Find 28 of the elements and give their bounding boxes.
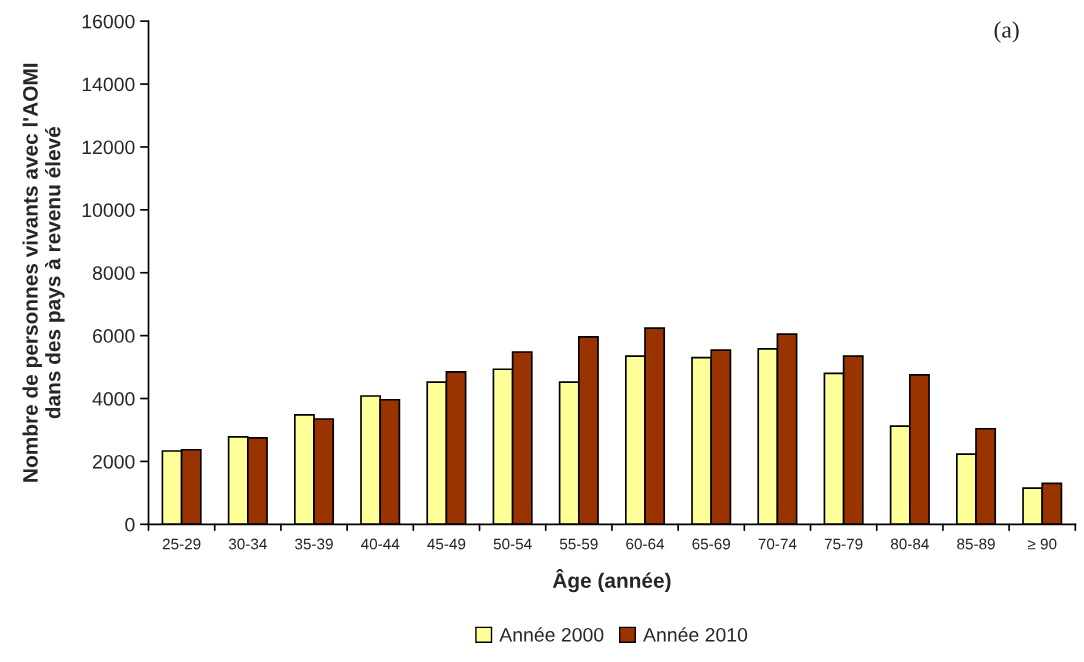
- y-tick-label: 10000: [82, 203, 135, 218]
- y-tick-label: 16000: [82, 14, 135, 29]
- y-axis-title: Nombre de personnes vivants avec l'AOMI dans des pays à revenu élevé: [22, 63, 65, 482]
- x-tick-label: 50-54: [493, 538, 532, 550]
- y-tick-label: 14000: [82, 77, 135, 92]
- x-axis-title: Âge (année): [552, 569, 671, 593]
- y-tick-label: 12000: [82, 140, 135, 155]
- x-tick-label: 55-59: [559, 538, 598, 550]
- x-tick-label: 80-84: [890, 538, 929, 550]
- x-tick-label: 30-34: [228, 538, 267, 550]
- x-tick-label: 40-44: [361, 538, 400, 550]
- x-tick-label: 60-64: [626, 538, 665, 550]
- y-tick-label: 0: [125, 517, 135, 532]
- x-tick-label: 75-79: [824, 538, 863, 550]
- x-tick-label: 65-69: [692, 538, 731, 550]
- annotation: (a): [994, 21, 1019, 43]
- x-tick-label: ≥ 90: [1027, 538, 1057, 550]
- y-tick-label: 8000: [92, 266, 135, 280]
- legend-label: Année 2000: [499, 627, 604, 642]
- x-tick-label: 70-74: [758, 538, 797, 550]
- x-tick-label: 25-29: [162, 538, 201, 550]
- legend-label: Année 2010: [643, 627, 748, 642]
- x-tick-label: 85-89: [957, 538, 995, 550]
- y-tick-label: 6000: [93, 329, 135, 343]
- x-tick-label: 35-39: [295, 538, 333, 550]
- y-tick-label: 4000: [92, 391, 135, 406]
- y-tick-label: 2000: [93, 454, 135, 469]
- x-tick-label: 45-49: [427, 538, 466, 550]
